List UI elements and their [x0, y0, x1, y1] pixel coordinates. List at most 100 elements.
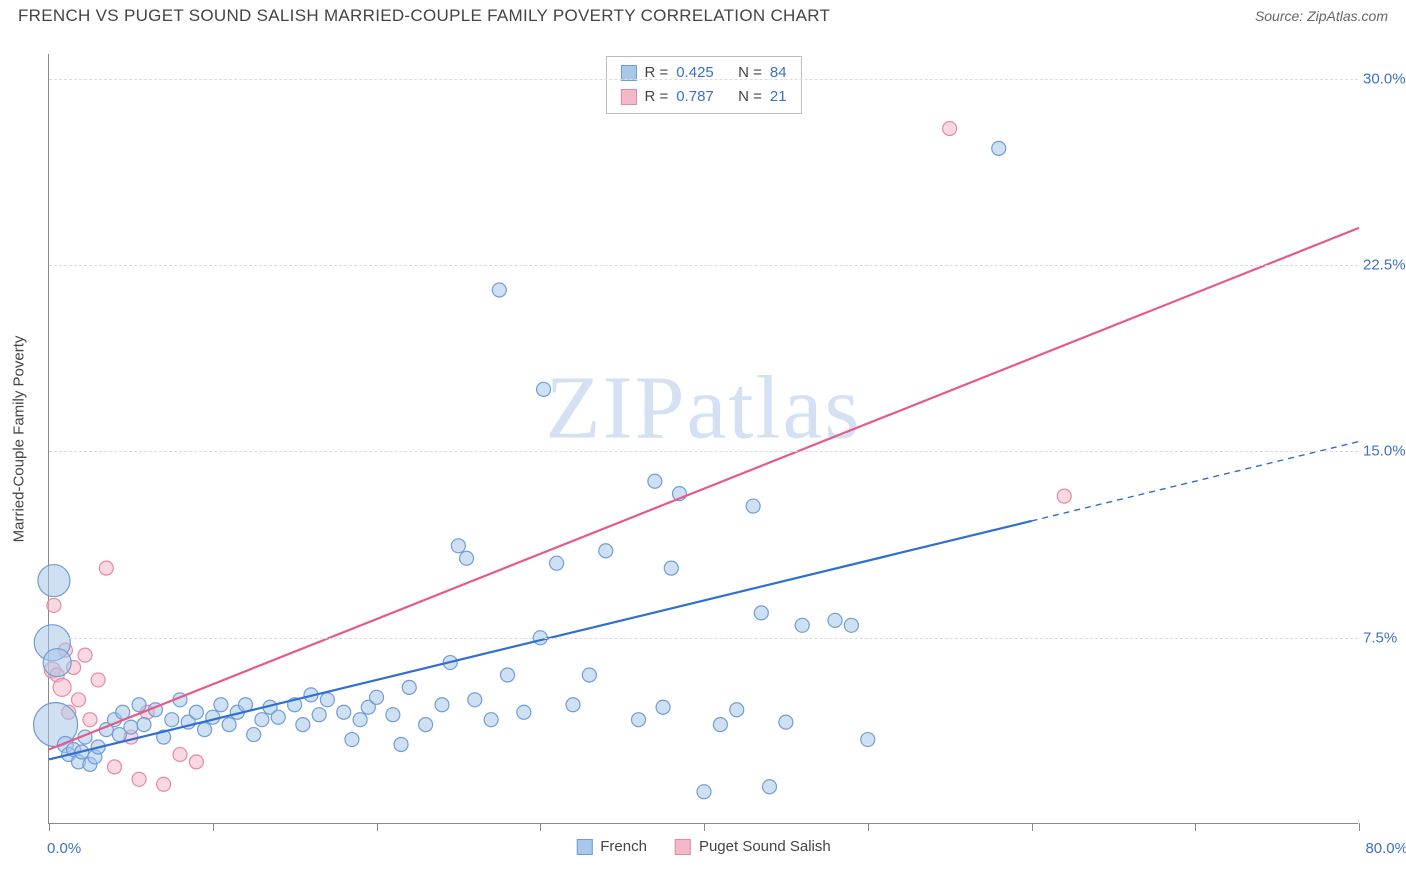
- legend-swatch: [620, 89, 636, 105]
- chart-title: FRENCH VS PUGET SOUND SALISH MARRIED-COU…: [18, 6, 830, 26]
- scatter-point: [386, 708, 400, 722]
- scatter-point: [517, 705, 531, 719]
- scatter-point: [632, 713, 646, 727]
- scatter-point: [108, 760, 122, 774]
- legend-r-label: R =: [644, 61, 668, 85]
- scatter-point: [828, 613, 842, 627]
- scatter-point: [345, 733, 359, 747]
- y-tick-label: 30.0%: [1363, 70, 1406, 87]
- series-legend-item: Puget Sound Salish: [675, 838, 831, 855]
- scatter-point: [795, 618, 809, 632]
- scatter-point: [664, 561, 678, 575]
- scatter-point: [157, 777, 171, 791]
- series-legend-label: Puget Sound Salish: [699, 838, 831, 855]
- x-max-label: 80.0%: [1365, 840, 1406, 857]
- x-tick: [1359, 823, 1360, 831]
- scatter-point: [43, 649, 71, 677]
- legend-swatch: [576, 839, 592, 855]
- series-legend-label: French: [600, 838, 647, 855]
- scatter-point: [206, 710, 220, 724]
- legend-row: R = 0.787 N = 21: [620, 85, 786, 109]
- scatter-point: [713, 718, 727, 732]
- x-min-label: 0.0%: [47, 840, 81, 857]
- scatter-point: [222, 718, 236, 732]
- scatter-point: [124, 720, 138, 734]
- scatter-point: [754, 606, 768, 620]
- gridline-h: [49, 79, 1358, 80]
- legend-swatch: [675, 839, 691, 855]
- scatter-point: [189, 705, 203, 719]
- scatter-point: [943, 122, 957, 136]
- scatter-point: [435, 698, 449, 712]
- scatter-point: [296, 718, 310, 732]
- trend-line-french: [49, 521, 1032, 759]
- x-tick: [1195, 823, 1196, 831]
- legend-row: R = 0.425 N = 84: [620, 61, 786, 85]
- scatter-point: [468, 693, 482, 707]
- scatter-point: [132, 698, 146, 712]
- trend-line-french-ext: [1032, 441, 1360, 520]
- series-legend-item: French: [576, 838, 647, 855]
- scatter-point: [255, 713, 269, 727]
- series-legend: French Puget Sound Salish: [576, 838, 830, 855]
- scatter-point: [730, 703, 744, 717]
- scatter-point: [47, 598, 61, 612]
- scatter-point: [214, 698, 228, 712]
- scatter-point: [173, 747, 187, 761]
- scatter-point: [779, 715, 793, 729]
- scatter-point: [132, 772, 146, 786]
- scatter-point: [189, 755, 203, 769]
- scatter-point: [550, 556, 564, 570]
- scatter-point: [78, 648, 92, 662]
- scatter-point: [599, 544, 613, 558]
- legend-r-label: R =: [644, 85, 668, 109]
- scatter-point: [337, 705, 351, 719]
- scatter-point: [137, 718, 151, 732]
- legend-r-value: 0.787: [676, 85, 714, 109]
- chart-header: FRENCH VS PUGET SOUND SALISH MARRIED-COU…: [0, 0, 1406, 26]
- scatter-point: [83, 713, 97, 727]
- legend-n-value: 84: [770, 61, 787, 85]
- scatter-point: [71, 693, 85, 707]
- scatter-point: [247, 728, 261, 742]
- x-tick: [49, 823, 50, 831]
- x-tick: [377, 823, 378, 831]
- scatter-point: [99, 561, 113, 575]
- scatter-point: [844, 618, 858, 632]
- scatter-point: [353, 713, 367, 727]
- scatter-point: [492, 283, 506, 297]
- legend-n-label: N =: [738, 61, 762, 85]
- scatter-point: [582, 668, 596, 682]
- gridline-h: [49, 265, 1358, 266]
- scatter-point: [484, 713, 498, 727]
- correlation-legend: R = 0.425 N = 84 R = 0.787 N = 21: [605, 56, 801, 114]
- x-tick: [540, 823, 541, 831]
- x-tick: [704, 823, 705, 831]
- scatter-point: [501, 668, 515, 682]
- x-tick: [213, 823, 214, 831]
- y-axis-label: Married-Couple Family Poverty: [11, 335, 28, 542]
- scatter-point: [656, 700, 670, 714]
- scatter-point: [1057, 489, 1071, 503]
- scatter-point: [861, 733, 875, 747]
- legend-r-value: 0.425: [676, 61, 714, 85]
- scatter-point: [451, 539, 465, 553]
- scatter-point: [312, 708, 326, 722]
- x-tick: [1032, 823, 1033, 831]
- chart-source: Source: ZipAtlas.com: [1255, 8, 1388, 24]
- scatter-point: [91, 673, 105, 687]
- scatter-point: [320, 693, 334, 707]
- scatter-point: [746, 499, 760, 513]
- scatter-point: [53, 678, 71, 696]
- x-tick: [868, 823, 869, 831]
- scatter-point: [697, 785, 711, 799]
- scatter-point: [648, 474, 662, 488]
- y-tick-label: 22.5%: [1363, 257, 1406, 274]
- chart-plot-area: Married-Couple Family Poverty ZIPatlas R…: [48, 54, 1358, 824]
- scatter-point: [460, 551, 474, 565]
- scatter-point: [992, 141, 1006, 155]
- legend-n-value: 21: [770, 85, 787, 109]
- scatter-point: [419, 718, 433, 732]
- legend-n-label: N =: [738, 85, 762, 109]
- chart-svg: [49, 54, 1358, 823]
